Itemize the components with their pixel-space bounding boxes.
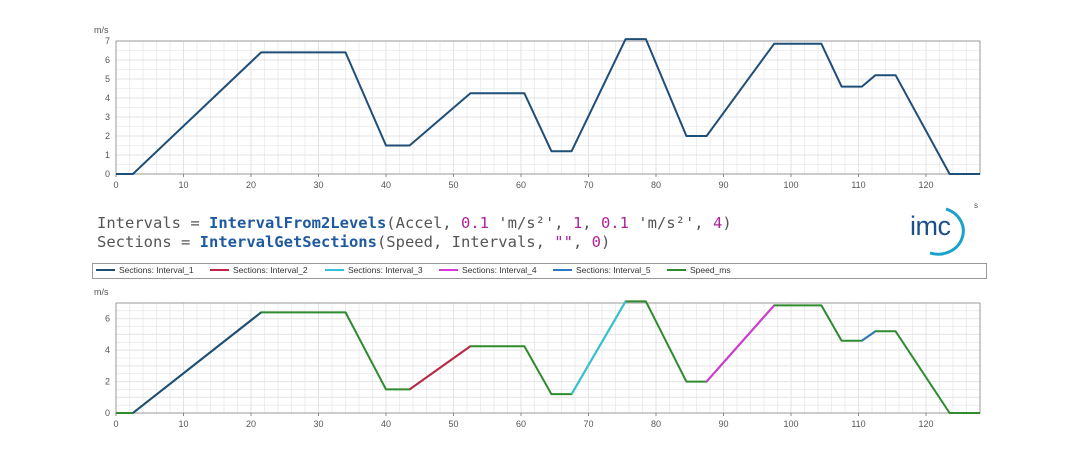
x-tick-label: 70 [583, 180, 593, 190]
x-tick-label: 30 [313, 419, 323, 429]
y-tick-label: 7 [105, 36, 110, 46]
series-line [705, 304, 775, 383]
x-tick-label: 60 [516, 419, 526, 429]
legend-label: Sections: Interval_2 [233, 265, 308, 275]
legend-swatch [96, 269, 115, 271]
series-line [570, 300, 627, 395]
formula-line-intervals: Intervals = IntervalFrom2Levels(Accel, 0… [97, 214, 732, 232]
x-tick-label: 50 [448, 419, 458, 429]
x-tick-label: 100 [783, 180, 798, 190]
y-tick-label: 3 [105, 112, 110, 122]
legend-item: Sections: Interval_5 [553, 265, 651, 275]
series-line [861, 330, 876, 342]
legend-swatch [439, 269, 458, 271]
y-tick-label: 6 [105, 314, 110, 324]
logo-superscript: s [974, 201, 978, 210]
imc-logo: imc s [902, 201, 982, 261]
y-tick-label: 2 [105, 131, 110, 141]
x-tick-label: 60 [516, 180, 526, 190]
x-tick-label: 30 [313, 180, 323, 190]
x-tick-label: 90 [718, 419, 728, 429]
legend-swatch [667, 269, 686, 271]
series-line [132, 311, 262, 414]
x-tick-label: 70 [583, 419, 593, 429]
legend-label: Speed_ms [690, 265, 731, 275]
legend-item: Speed_ms [667, 265, 731, 275]
x-tick-label: 110 [851, 419, 865, 429]
logo-swoosh-icon [929, 207, 965, 256]
y-tick-label: 4 [105, 345, 110, 355]
x-tick-label: 40 [381, 419, 391, 429]
chart-legend: Sections: Interval_1 Sections: Interval_2… [92, 263, 987, 279]
legend-label: Sections: Interval_4 [462, 265, 537, 275]
formula-line-sections: Sections = IntervalGetSections(Speed, In… [97, 233, 611, 251]
y-tick-label: 2 [105, 377, 110, 387]
y-tick-label: 0 [105, 408, 110, 418]
x-tick-label: 120 [918, 419, 933, 429]
legend-item: Sections: Interval_2 [210, 265, 308, 275]
x-tick-label: 20 [246, 419, 256, 429]
x-tick-label: 80 [651, 419, 661, 429]
x-tick-label: 10 [178, 180, 188, 190]
x-tick-label: 0 [113, 180, 118, 190]
legend-swatch [325, 269, 344, 271]
x-tick-label: 0 [113, 419, 118, 429]
x-tick-label: 120 [918, 180, 933, 190]
legend-swatch [210, 269, 229, 271]
logo-text: imc [910, 211, 951, 241]
x-tick-label: 100 [783, 419, 798, 429]
y-axis-unit: m/s [94, 25, 109, 35]
x-tick-label: 50 [448, 180, 458, 190]
y-tick-label: 0 [105, 169, 110, 179]
y-tick-label: 4 [105, 93, 110, 103]
x-tick-label: 20 [246, 180, 256, 190]
series-line [409, 345, 471, 391]
legend-label: Sections: Interval_5 [576, 265, 651, 275]
legend-label: Sections: Interval_3 [348, 265, 423, 275]
legend-item: Sections: Interval_4 [439, 265, 537, 275]
series-line [116, 38, 980, 175]
legend-label: Sections: Interval_1 [119, 265, 194, 275]
legend-item: Sections: Interval_1 [96, 265, 194, 275]
y-tick-label: 5 [105, 74, 110, 84]
x-tick-label: 90 [718, 180, 728, 190]
x-tick-label: 110 [851, 180, 865, 190]
legend-swatch [553, 269, 572, 271]
y-tick-label: 6 [105, 55, 110, 65]
plot-frame [115, 40, 981, 175]
x-tick-label: 80 [651, 180, 661, 190]
x-tick-label: 40 [381, 180, 391, 190]
plot-frame [115, 302, 981, 414]
y-tick-label: 1 [105, 150, 110, 160]
y-axis-unit: m/s [94, 287, 109, 297]
x-tick-label: 10 [178, 419, 188, 429]
legend-item: Sections: Interval_3 [325, 265, 423, 275]
